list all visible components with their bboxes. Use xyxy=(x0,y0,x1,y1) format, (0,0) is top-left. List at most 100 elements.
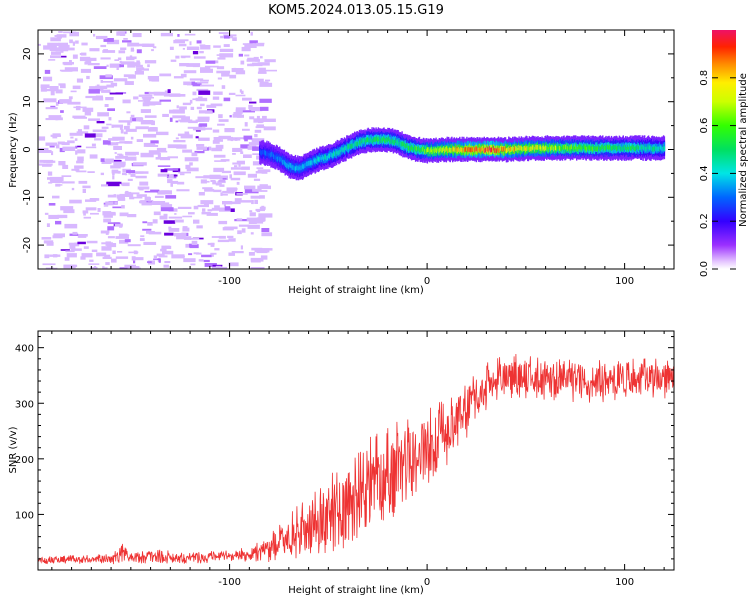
spectrum-ridge-cell xyxy=(283,160,286,165)
spectrum-speckle xyxy=(127,267,141,269)
spectrum-ridge-cell xyxy=(580,144,582,150)
spectrum-ridge-cell xyxy=(472,146,474,151)
spectrum-speckle xyxy=(199,123,208,127)
spectrum-ridge-cell xyxy=(503,146,505,152)
spectrum-speckle xyxy=(76,131,89,134)
spectrum-ridge-cell xyxy=(429,149,431,154)
spectrum-speckle xyxy=(123,125,130,130)
spectrum-ridge-cell xyxy=(426,147,429,153)
spectrum-ridge-cell xyxy=(279,157,281,162)
y-tick-label: 20 xyxy=(22,48,33,61)
spectrum-speckle xyxy=(126,56,137,60)
y-tick-label: -20 xyxy=(22,237,33,253)
spectrum-speckle xyxy=(59,99,72,104)
spectrum-ridge-cell xyxy=(395,140,398,146)
spectrum-speckle xyxy=(59,147,65,153)
spectrum-speckle xyxy=(248,104,253,110)
spectrum-speckle xyxy=(182,226,188,230)
spectrum-speckle xyxy=(119,224,123,228)
spectrum-speckle xyxy=(48,59,56,61)
spectrum-ridge-cell xyxy=(285,162,287,167)
spectrum-ridge-cell xyxy=(614,145,617,151)
spectrum-ridge-cell xyxy=(650,145,652,151)
spectrum-speckle xyxy=(118,233,128,238)
spectrum-speckle xyxy=(249,210,253,213)
spectrum-speckle xyxy=(249,40,258,44)
spectrum-ridge-cell xyxy=(331,152,333,158)
spectrum-speckle xyxy=(260,56,263,59)
spectrum-ridge-cell xyxy=(538,145,540,151)
spectrum-ridge-cell xyxy=(646,146,648,152)
spectrum-ridge-cell xyxy=(299,164,301,170)
spectrum-ridge-cell xyxy=(380,138,382,144)
spectrum-ridge-cell xyxy=(445,147,448,152)
spectrum-speckle xyxy=(105,158,114,162)
spectrum-speckle xyxy=(239,89,242,93)
spectrum-ridge-cell xyxy=(660,145,662,151)
spectrum-speckle xyxy=(195,129,201,132)
spectrum-ridge-cell xyxy=(527,145,529,151)
spectrum-speckle xyxy=(186,167,199,172)
spectrum-speckle xyxy=(244,139,248,142)
spectrum-ridge-cell xyxy=(415,147,417,152)
spectrum-ridge-cell xyxy=(599,147,602,152)
spectrum-speckle xyxy=(236,181,240,185)
spectrum-speckle xyxy=(122,172,127,176)
spectrum-ridge-cell xyxy=(562,145,564,151)
spectrum-speckle xyxy=(238,224,250,227)
spectrum-ridge-cell xyxy=(579,144,581,150)
spectrum-ridge-cell xyxy=(583,144,585,149)
spectrum-speckle xyxy=(123,74,134,78)
spectrum-speckle xyxy=(82,188,86,193)
spectrum-speckle xyxy=(63,209,75,214)
spectrum-ridge-cell xyxy=(521,146,523,152)
spectrum-speckle xyxy=(132,118,136,122)
spectrum-speckle xyxy=(203,259,210,263)
spectrum-ridge-cell xyxy=(444,147,447,152)
spectrum-speckle xyxy=(200,179,207,184)
spectrum-ridge-cell xyxy=(572,146,574,152)
spectrum-speckle xyxy=(244,122,248,127)
spectrum-ridge-cell xyxy=(358,140,360,146)
spectrum-ridge-cell xyxy=(313,157,316,163)
spectrum-ridge-cell xyxy=(452,147,455,153)
spectrum-speckle xyxy=(259,195,265,199)
spectrum-speckle xyxy=(230,201,241,205)
spectrum-ridge-cell xyxy=(363,137,365,143)
spectrum-speckle xyxy=(200,84,214,87)
spectrum-speckle xyxy=(68,242,77,246)
spectrum-speckle xyxy=(127,214,137,218)
spectrum-speckle xyxy=(240,60,245,65)
spectrum-ridge-cell xyxy=(278,155,280,161)
spectrum-speckle xyxy=(69,233,79,236)
spectrum-speckle xyxy=(43,160,46,163)
spectrum-speckle xyxy=(204,188,215,192)
spectrum-ridge-cell xyxy=(286,158,289,169)
spectrum-ridge-cell xyxy=(587,146,590,151)
spectrum-speckle xyxy=(168,216,183,219)
spectrum-ridge-cell xyxy=(534,144,537,150)
spectrum-ridge-cell xyxy=(392,139,395,145)
spectrum-speckle xyxy=(133,260,136,264)
spectrum-speckle xyxy=(256,124,264,128)
spectrum-speckle xyxy=(176,235,185,240)
spectrum-speckle xyxy=(148,197,151,202)
spectrum-speckle xyxy=(136,67,142,72)
spectrum-speckle xyxy=(88,89,100,94)
spectrum-speckle xyxy=(197,204,209,208)
spectrum-speckle xyxy=(46,223,50,227)
spectrum-ridge-cell xyxy=(354,142,356,148)
spectrum-speckle xyxy=(107,108,115,111)
spectrum-ridge-cell xyxy=(346,146,348,151)
spectrum-ridge-cell xyxy=(560,146,562,151)
x-tick-label: -100 xyxy=(218,577,241,588)
spectrum-speckle xyxy=(97,112,109,117)
spectrum-speckle xyxy=(196,88,209,92)
spectrum-speckle xyxy=(80,256,86,260)
spectrum-speckle xyxy=(243,135,253,140)
spectrum-speckle xyxy=(144,91,151,95)
spectrum-speckle xyxy=(106,39,120,45)
spectrum-ridge-cell xyxy=(584,145,587,151)
spectrum-speckle xyxy=(162,113,169,117)
spectrum-speckle xyxy=(105,233,109,235)
